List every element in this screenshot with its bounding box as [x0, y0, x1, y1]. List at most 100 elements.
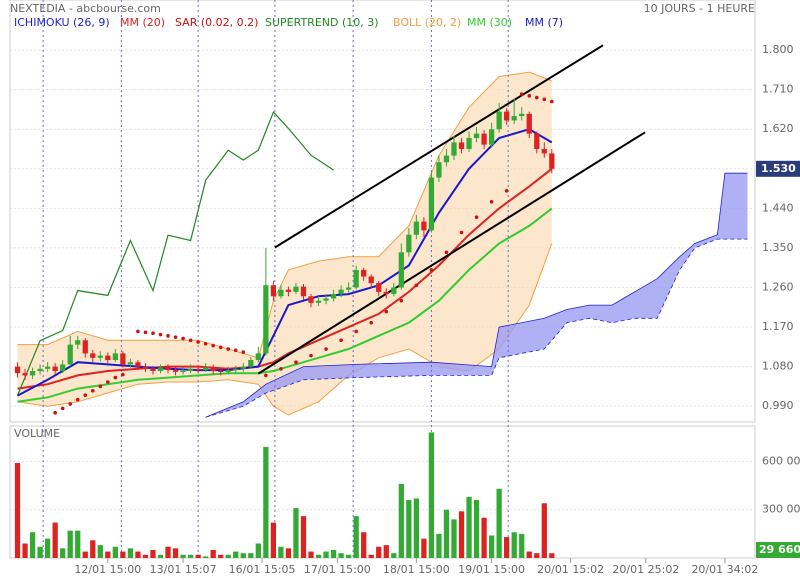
candle-body — [29, 371, 36, 376]
y-tick-label: 1.620 — [762, 122, 794, 135]
candle-body — [315, 300, 322, 303]
legend-entry: SUPERTREND (10, 3) — [265, 16, 379, 29]
candle-body — [398, 252, 404, 288]
sar-dot — [173, 335, 178, 339]
volume-bar — [263, 446, 269, 558]
volume-bar — [218, 554, 224, 558]
volume-bar — [293, 508, 299, 558]
candle-body — [338, 289, 344, 295]
sar-dot — [60, 406, 65, 411]
candle-body — [466, 138, 472, 150]
sar-dot — [211, 343, 215, 348]
volume-bar — [172, 548, 179, 558]
sar-dot — [444, 250, 449, 255]
volume-bar — [526, 551, 532, 558]
sar-dot — [143, 330, 148, 335]
legend-entry: MM (30) — [467, 16, 512, 29]
indicator-line — [17, 168, 553, 390]
volume-bar — [210, 549, 216, 558]
volume-bar — [451, 519, 457, 558]
y-tick-label: 600 000 — [762, 454, 800, 467]
legend-entry: SAR (0.02, 0.2) — [175, 16, 258, 29]
candle-body — [255, 353, 261, 361]
volume-bar — [443, 509, 450, 558]
last-volume-box — [756, 542, 800, 558]
candle-body — [428, 177, 435, 231]
trendline — [274, 44, 604, 249]
candle-body — [82, 340, 88, 354]
volume-bar — [127, 548, 134, 558]
candle-body — [308, 296, 314, 303]
volume-bar — [368, 554, 374, 558]
volume-bar — [338, 553, 344, 558]
y-tick-label: 1.800 — [762, 43, 794, 56]
candle-body — [270, 285, 277, 297]
sar-dot — [429, 268, 434, 272]
candle-body — [488, 129, 495, 145]
x-tick-label: 17/01 15:00 — [304, 563, 371, 576]
candle-body — [225, 370, 231, 372]
sar-dot — [550, 99, 554, 104]
candle-body — [541, 149, 547, 154]
last-volume-label: 29 660 — [759, 543, 800, 556]
sar-dot — [309, 353, 313, 358]
sar-dot — [136, 329, 140, 334]
candle-body — [210, 367, 216, 372]
candle-body — [413, 221, 419, 235]
volume-bar — [225, 554, 231, 558]
volume-bar — [285, 548, 292, 558]
y-tick-label: 300 000 — [762, 503, 800, 516]
volume-bar — [353, 516, 359, 558]
candle-body — [248, 360, 254, 367]
y-tick-label: 1.710 — [762, 83, 794, 96]
sar-dot — [151, 331, 155, 336]
candle-body — [75, 340, 81, 345]
x-tick-label: 20/01 34:02 — [691, 563, 758, 576]
chart-title: NEXTEDIA - abcbourse.com — [10, 2, 161, 15]
candle-body — [233, 368, 239, 371]
x-tick-label: 19/01 15:00 — [458, 563, 525, 576]
volume-bar — [44, 538, 51, 558]
volume-bar — [60, 548, 66, 558]
span-a — [205, 172, 748, 418]
candle-body — [37, 368, 43, 372]
volume-bar — [112, 546, 118, 558]
candle-body — [67, 344, 73, 365]
candle-body — [406, 234, 412, 253]
last-price-label: 1.530 — [761, 162, 796, 175]
candle-body — [120, 353, 126, 365]
sar-dot — [279, 367, 283, 371]
candle-body — [44, 366, 51, 369]
candle-body — [293, 286, 299, 292]
volume-bar — [195, 554, 201, 558]
volume-bar — [534, 553, 540, 558]
volume-bar — [240, 553, 246, 558]
volume-bar — [165, 546, 171, 558]
candle-body — [353, 269, 359, 288]
candle-body — [300, 286, 307, 297]
volume-bar — [14, 463, 21, 558]
x-tick-label: 20/01 15:02 — [537, 563, 604, 576]
volume-bar — [398, 483, 404, 558]
x-tick-label: 13/01 15:07 — [150, 563, 217, 576]
sar-dot — [542, 97, 547, 102]
volume-bar — [315, 554, 322, 558]
y-tick-label: 1.440 — [762, 201, 794, 214]
sar-dot — [241, 350, 246, 354]
volume-bar — [488, 535, 495, 558]
sar-dot — [414, 283, 419, 288]
sar-dot — [188, 338, 193, 343]
sar-dot — [294, 360, 298, 365]
candle-body — [285, 289, 292, 292]
volume-bar — [248, 553, 254, 558]
y-tick-label: 0.990 — [762, 399, 794, 412]
candle-body — [443, 155, 450, 163]
sar-dot — [339, 338, 343, 343]
volume-bar — [421, 538, 427, 558]
candle-body — [421, 221, 427, 231]
candle-body — [127, 362, 134, 365]
candle-body — [383, 291, 389, 295]
volume-bar — [150, 549, 156, 558]
volume-bar — [270, 522, 277, 558]
sar-dot — [196, 340, 200, 344]
